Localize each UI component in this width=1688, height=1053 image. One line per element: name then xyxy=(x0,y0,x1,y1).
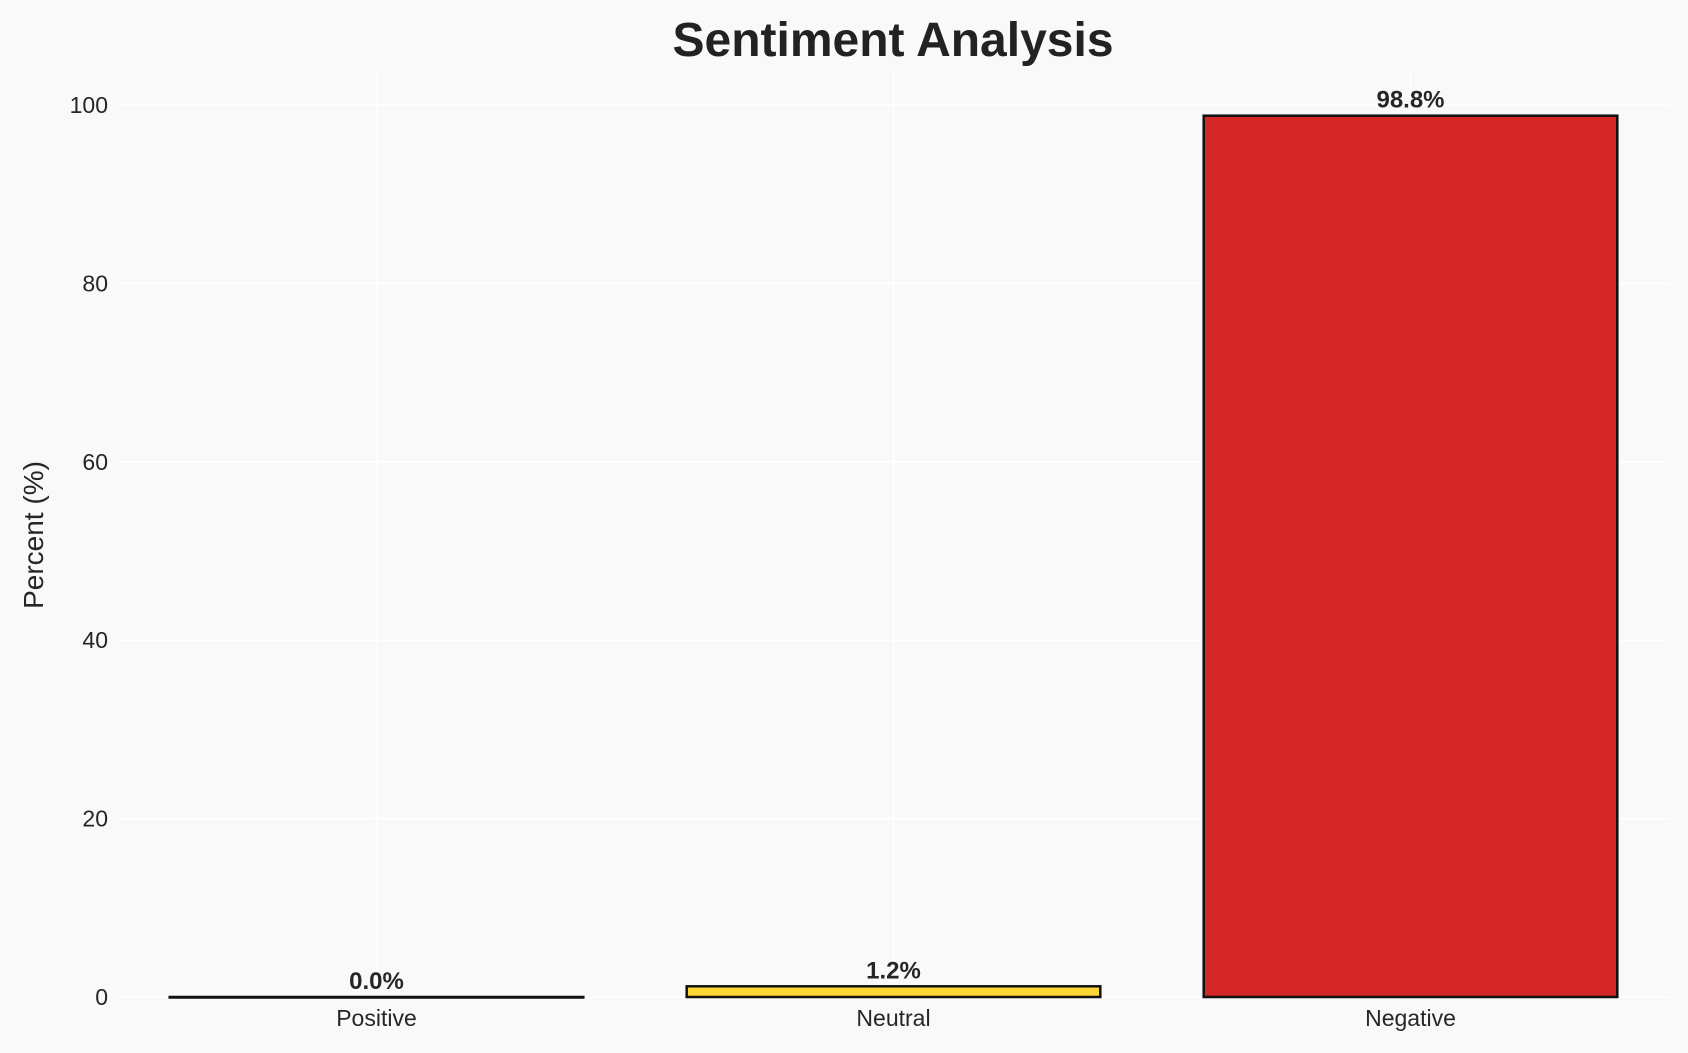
y-axis-label: Percent (%) xyxy=(18,461,49,609)
y-tick-label: 60 xyxy=(82,449,108,475)
x-tick-label: Positive xyxy=(336,1005,417,1031)
chart-title: Sentiment Analysis xyxy=(672,14,1113,67)
bar-positive xyxy=(168,995,585,999)
y-tick-label: 100 xyxy=(70,92,108,118)
bar-negative xyxy=(1202,114,1619,999)
y-tick-label: 40 xyxy=(82,627,108,653)
bar-neutral xyxy=(685,985,1102,999)
y-tick-label: 20 xyxy=(82,806,108,832)
data-label: 1.2% xyxy=(866,957,921,984)
data-label: 98.8% xyxy=(1376,87,1444,114)
x-tick-label: Neutral xyxy=(856,1005,930,1031)
data-label: 0.0% xyxy=(349,968,404,995)
y-tick-label: 80 xyxy=(82,270,108,296)
x-tick-label: Negative xyxy=(1365,1005,1456,1031)
y-tick-label: 0 xyxy=(95,984,108,1010)
